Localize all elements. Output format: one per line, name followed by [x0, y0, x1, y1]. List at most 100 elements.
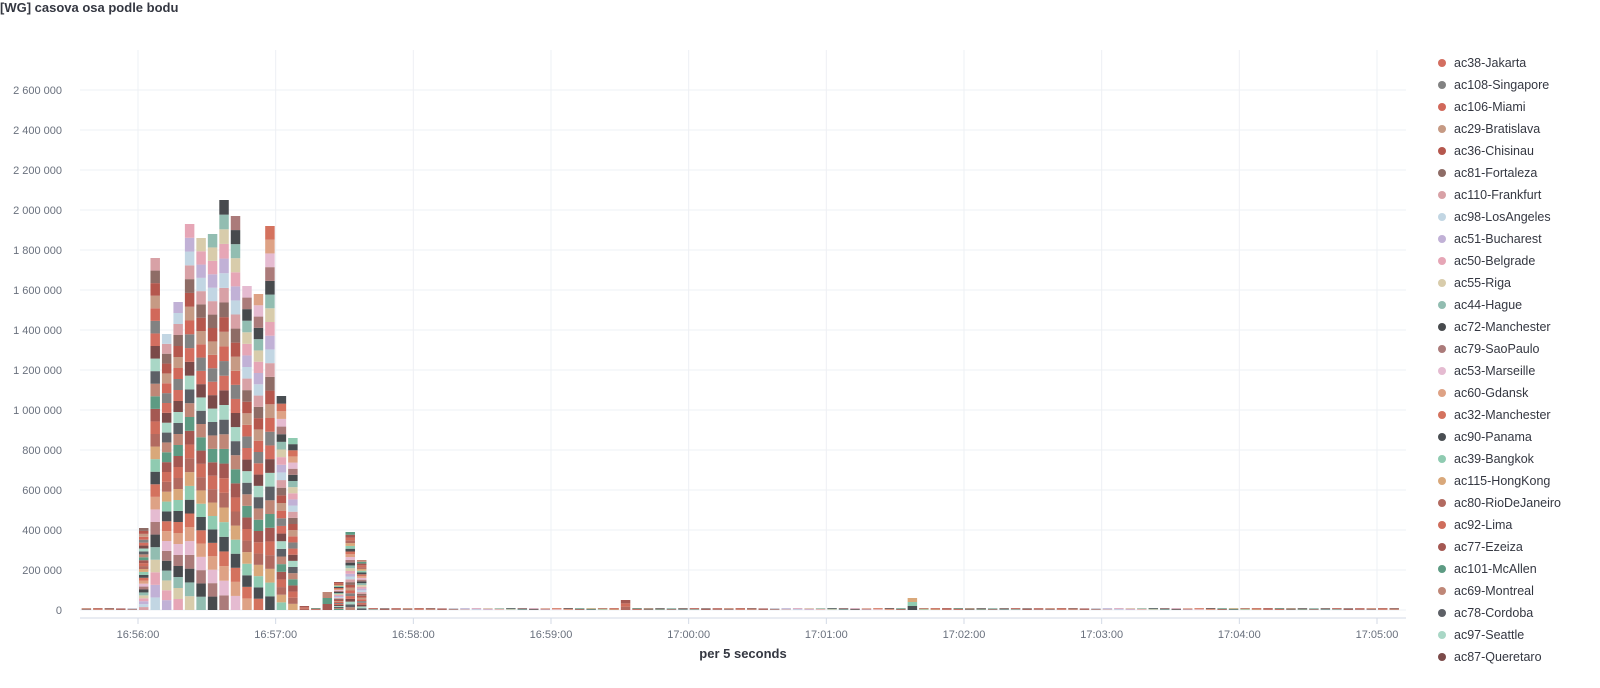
legend-item[interactable]: ac55-Riga: [1438, 272, 1598, 294]
x-tick-label: 17:01:00: [805, 629, 848, 641]
legend-item[interactable]: ac101-McAllen: [1438, 558, 1598, 580]
bar-segment: [345, 607, 355, 610]
bar-segment: [907, 598, 918, 602]
bar-segment: [1033, 609, 1044, 610]
bar-segment: [253, 395, 264, 407]
bar-segment: [196, 331, 206, 345]
legend-item[interactable]: ac106-Miami: [1438, 96, 1598, 118]
legend-label: ac79-SaoPaulo: [1454, 342, 1540, 356]
bar-segment: [1240, 609, 1250, 610]
bar-stack: [184, 224, 195, 610]
legend-item[interactable]: ac32-Manchester: [1438, 404, 1598, 426]
legend-item[interactable]: ac51-Bucharest: [1438, 228, 1598, 250]
legend-item[interactable]: ac92-Lima: [1438, 514, 1598, 536]
bar-segment: [276, 426, 287, 435]
legend-label: ac60-Gdansk: [1454, 386, 1529, 400]
bar-stack: [265, 226, 275, 610]
bar-segment: [345, 540, 355, 544]
bar-segment: [139, 595, 149, 599]
bar-segment: [230, 413, 241, 428]
bar-segment: [483, 609, 493, 610]
bar-segment: [184, 361, 195, 376]
legend-item[interactable]: ac97-Seattle: [1438, 624, 1598, 646]
bar-segment: [173, 412, 183, 423]
bars: [81, 200, 1399, 610]
bar-segment: [253, 429, 264, 441]
bar-stack: [150, 258, 160, 610]
bar-segment: [1343, 608, 1354, 609]
bar-segment: [666, 608, 677, 610]
bar-segment: [93, 608, 103, 609]
legend-item[interactable]: ac78-Cordoba: [1438, 602, 1598, 624]
legend-item[interactable]: ac110-Frankfurt: [1438, 184, 1598, 206]
bar-segment: [471, 608, 482, 609]
legend-item[interactable]: ac81-Fortaleza: [1438, 162, 1598, 184]
bar-segment: [276, 510, 287, 519]
bar-segment: [356, 590, 367, 593]
bar-segment: [173, 456, 183, 467]
bar-segment: [356, 595, 367, 598]
bar-stack: [827, 608, 837, 610]
bar-segment: [815, 609, 826, 610]
bar-segment: [1160, 608, 1170, 610]
bar-segment: [196, 277, 206, 292]
legend-item[interactable]: ac53-Marseille: [1438, 360, 1598, 382]
bar-segment: [139, 580, 149, 584]
bar-segment: [689, 609, 700, 610]
bar-segment: [356, 599, 367, 602]
bar-segment: [425, 608, 436, 610]
legend-item[interactable]: ac36-Chisinau: [1438, 140, 1598, 162]
bar-segment: [471, 609, 482, 610]
bar-segment: [207, 260, 218, 275]
bar-segment: [116, 609, 126, 610]
bar-segment: [173, 555, 183, 566]
bar-segment: [139, 560, 149, 564]
legend-item[interactable]: ac29-Bratislava: [1438, 118, 1598, 140]
legend-item[interactable]: ac80-RioDeJaneiro: [1438, 492, 1598, 514]
legend-item[interactable]: ac77-Ezeiza: [1438, 536, 1598, 558]
bar-segment: [265, 555, 275, 569]
legend-label: ac53-Marseille: [1454, 364, 1536, 378]
bar-segment: [1355, 608, 1365, 610]
legend-item[interactable]: ac69-Montreal: [1438, 580, 1598, 602]
legend-item[interactable]: ac44-Hague: [1438, 294, 1598, 316]
bar-segment: [334, 608, 344, 609]
legend-item[interactable]: ac38-Jakarta: [1438, 52, 1598, 74]
legend-item[interactable]: ac87-Queretaro: [1438, 646, 1598, 668]
legend-item[interactable]: ac98-LosAngeles: [1438, 206, 1598, 228]
bar-segment: [884, 609, 895, 610]
bar-segment: [219, 287, 229, 303]
bar-segment: [494, 608, 505, 610]
legend-item[interactable]: ac90-Panama: [1438, 426, 1598, 448]
legend-label: ac115-HongKong: [1454, 474, 1551, 488]
legend-item[interactable]: ac50-Belgrade: [1438, 250, 1598, 272]
legend-item[interactable]: ac108-Singapore: [1438, 74, 1598, 96]
bar-stack: [161, 334, 172, 610]
bar-segment: [1068, 609, 1078, 610]
legend-item[interactable]: ac60-Gdansk: [1438, 382, 1598, 404]
bar-segment: [139, 551, 149, 555]
legend-dot-icon: [1438, 521, 1446, 529]
bar-segment: [161, 363, 172, 374]
bar-segment: [965, 608, 975, 609]
bar-segment: [345, 590, 355, 594]
bar-segment: [242, 378, 252, 391]
bar-segment: [804, 608, 814, 610]
legend-dot-icon: [1438, 59, 1446, 67]
bar-segment: [1033, 608, 1044, 609]
legend-item[interactable]: ac79-SaoPaulo: [1438, 338, 1598, 360]
legend-item[interactable]: ac72-Manchester: [1438, 316, 1598, 338]
bar-segment: [1079, 608, 1090, 609]
bar-segment: [758, 608, 768, 609]
legend-item[interactable]: ac115-HongKong: [1438, 470, 1598, 492]
bar-segment: [1102, 608, 1113, 609]
bar-segment: [196, 477, 206, 491]
bar-segment: [334, 588, 344, 589]
bar-segment: [161, 383, 172, 394]
bar-segment: [781, 609, 791, 610]
bar-segment: [345, 579, 355, 583]
bar-segment: [276, 602, 287, 610]
bar-segment: [494, 608, 505, 609]
bar-stack: [1160, 608, 1170, 610]
legend-item[interactable]: ac39-Bangkok: [1438, 448, 1598, 470]
